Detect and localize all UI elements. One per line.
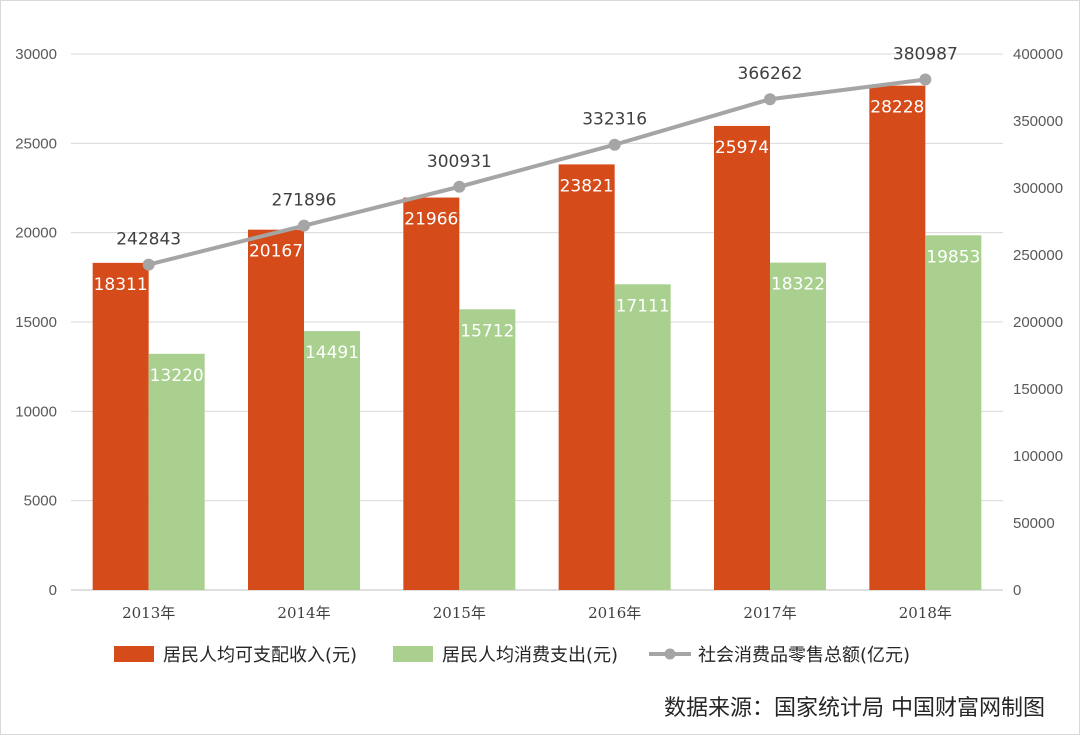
bar-income (558, 164, 615, 590)
category-label: 2016年 (588, 604, 641, 622)
legend-swatch-income (114, 646, 154, 662)
retail-sales-point (764, 93, 776, 106)
right-tick-label: 100000 (1013, 448, 1063, 465)
bar-income-label: 20167 (249, 242, 303, 262)
right-tick-label: 0 (1013, 582, 1021, 599)
bar-income-label: 23821 (560, 176, 614, 196)
retail-sales-label: 242843 (116, 230, 181, 250)
category-label: 2018年 (899, 604, 952, 622)
right-tick-label: 400000 (1013, 46, 1063, 63)
right-tick-label: 50000 (1013, 515, 1055, 532)
left-tick-label: 15000 (15, 314, 57, 331)
left-tick-label: 20000 (15, 225, 57, 242)
retail-sales-label: 380987 (893, 44, 958, 64)
retail-sales-point (453, 180, 466, 193)
bar-income-label: 28228 (870, 98, 924, 118)
retail-sales-label: 300931 (427, 152, 492, 172)
retail-sales-point (142, 258, 155, 271)
retail-sales-label: 271896 (272, 191, 337, 211)
bar-income (869, 85, 926, 591)
left-tick-label: 30000 (15, 46, 57, 63)
left-axis: 0 5000 10000 15000 20000 25000 30000 (15, 46, 57, 599)
right-tick-label: 200000 (1013, 314, 1063, 331)
retail-sales-point (298, 219, 310, 232)
bar-consumption-label: 13220 (150, 366, 204, 386)
legend-label-consumption: 居民人均消费支出(元) (442, 645, 618, 666)
source-note: 数据来源：国家统计局 中国财富网制图 (664, 696, 1045, 721)
bar-income (403, 197, 460, 590)
legend-label-income: 居民人均可支配收入(元) (163, 645, 357, 666)
legend-swatch-consumption (393, 646, 433, 662)
bar-consumption (148, 353, 205, 590)
bar-consumption-label: 18322 (771, 275, 825, 295)
left-tick-label: 0 (49, 582, 57, 599)
category-label: 2015年 (433, 604, 486, 622)
bar-income (714, 125, 770, 590)
legend: 居民人均可支配收入(元) 居民人均消费支出(元) 社会消费品零售总额(亿元) (114, 645, 910, 666)
line-series: 242843 271896 300931 332316 366262 380987 (116, 44, 958, 271)
retail-sales-point (608, 138, 621, 151)
bar-consumption (459, 309, 516, 590)
category-label: 2017年 (743, 604, 796, 622)
bar-income-label: 18311 (94, 275, 148, 295)
bar-income (92, 262, 149, 590)
right-tick-label: 150000 (1013, 381, 1063, 398)
bar-consumption-label: 15712 (460, 321, 514, 341)
category-label: 2014年 (277, 604, 330, 622)
right-tick-label: 300000 (1013, 180, 1063, 197)
bar-consumption-label: 19853 (926, 247, 980, 267)
retail-sales-label: 366262 (738, 64, 803, 84)
bar-income-label: 21966 (404, 210, 458, 230)
left-tick-label: 5000 (24, 493, 57, 510)
bar-consumption-label: 17111 (616, 296, 670, 316)
legend-swatch-retail-marker (664, 648, 676, 660)
bar-consumption (614, 284, 671, 590)
bar-income (248, 229, 304, 591)
bar-consumption (925, 235, 982, 590)
left-tick-label: 25000 (15, 135, 57, 152)
legend-label-retail: 社会消费品零售总额(亿元) (698, 645, 910, 666)
retail-sales-point (919, 73, 932, 86)
category-label: 2013年 (122, 604, 175, 622)
bar-consumption (770, 262, 826, 590)
bar-consumption (304, 331, 360, 590)
retail-sales-line (148, 77, 926, 267)
bar-income-label: 25974 (715, 138, 769, 158)
gridlines (71, 53, 1003, 591)
right-tick-label: 250000 (1013, 247, 1063, 264)
right-axis: 0 50000 100000 150000 200000 250000 300000 3500… (1013, 46, 1063, 599)
retail-sales-label: 332316 (582, 110, 647, 130)
category-axis: 2013年 2014年 2015年 2016年 2017年 2018年 (122, 604, 952, 622)
bars: 18311 13220 20167 14491 21966 15712 23821 17111… (92, 85, 982, 591)
right-tick-label: 350000 (1013, 113, 1063, 130)
left-tick-label: 10000 (15, 403, 57, 420)
bar-consumption-label: 14491 (305, 343, 359, 363)
